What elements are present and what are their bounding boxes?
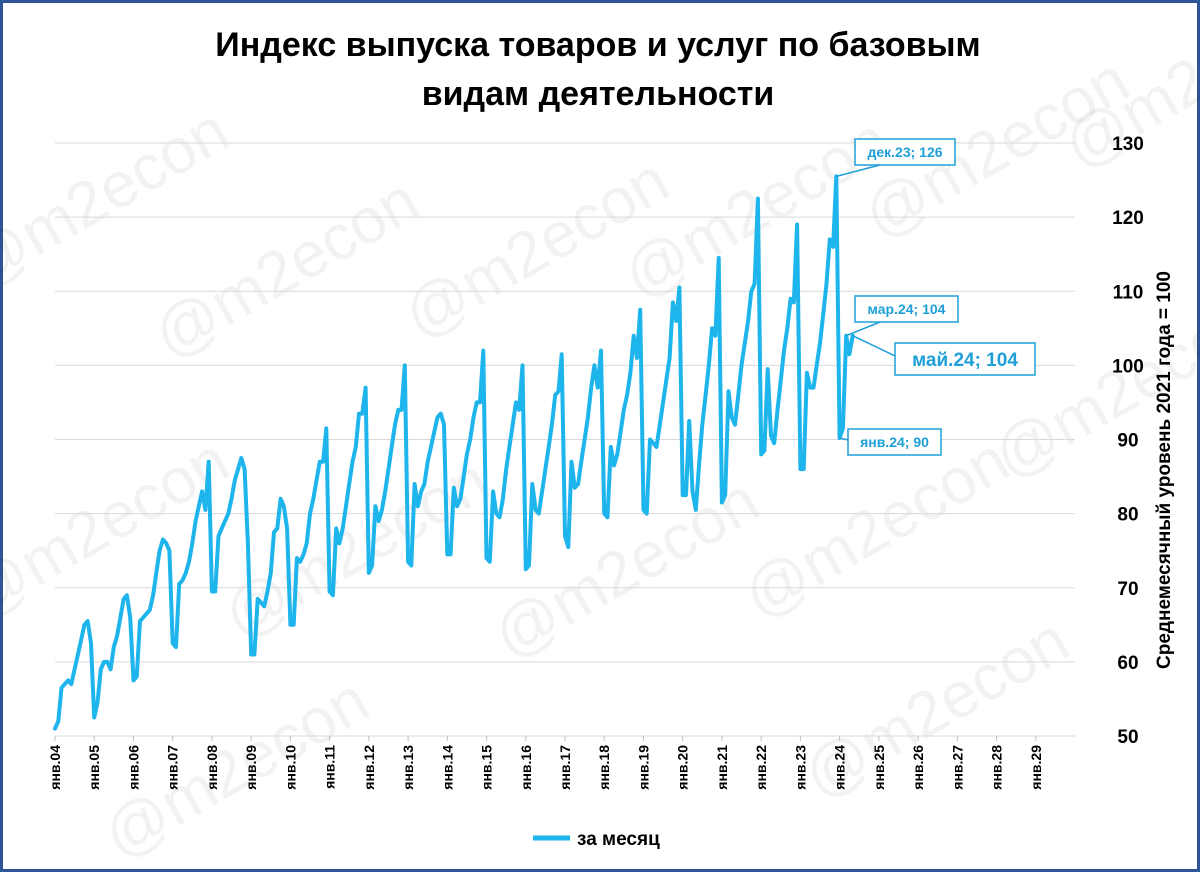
y-tick-label: 60 (1117, 653, 1138, 674)
watermark-text: @m2econ (0, 93, 240, 302)
chart-title-line-2: видам деятельности (422, 75, 775, 113)
annotation-label: май.24; 104 (912, 350, 1018, 371)
x-tick-label: янв.04 (47, 745, 63, 790)
x-tick-label: янв.22 (753, 745, 769, 790)
x-tick-label: янв.10 (282, 745, 298, 790)
x-tick-label: янв.24 (832, 745, 848, 790)
y-tick-label: 110 (1113, 282, 1144, 303)
y-tick-label: 80 (1117, 505, 1138, 526)
annotation-label: мар.24; 104 (868, 301, 946, 317)
y-tick-label: 130 (1112, 134, 1144, 155)
series-line-за-месяц (53, 174, 855, 731)
watermark-text: @m2econ (0, 423, 240, 632)
x-tick-label: янв.25 (871, 745, 887, 790)
x-tick-label: янв.29 (1028, 745, 1044, 790)
x-tick-label: янв.14 (439, 745, 455, 790)
watermark-text: @m2econ (141, 163, 430, 372)
x-tick-label: янв.12 (361, 745, 377, 790)
x-tick-label: янв.07 (165, 745, 181, 790)
chart-title-line-1: Индекс выпуска товаров и услуг по базовы… (215, 26, 980, 64)
legend: за месяц (533, 829, 660, 850)
x-tick-label: янв.19 (635, 745, 651, 790)
y-tick-label: 120 (1112, 208, 1144, 229)
x-tick-label: янв.18 (596, 745, 612, 790)
x-tick-label: янв.23 (792, 745, 808, 790)
x-tick-label: янв.06 (125, 745, 141, 790)
y-tick-label: 90 (1117, 431, 1138, 452)
x-tick-label: янв.21 (714, 745, 730, 790)
x-tick-label: янв.05 (86, 745, 102, 790)
x-tick-label: янв.17 (557, 745, 573, 790)
x-axis-ticks: янв.04 янв.05 янв.06 янв.07 янв.08 янв.09 янв.… (47, 735, 1075, 790)
x-tick-label: янв.08 (204, 745, 220, 790)
x-tick-label: янв.26 (910, 745, 926, 790)
x-tick-label: янв.13 (400, 745, 416, 790)
series-layer (53, 174, 855, 731)
annotations-layer: дек.23; 126 мар.24; 104 май.24; 104 янв.24;… (836, 138, 1036, 456)
x-tick-label: янв.28 (989, 745, 1005, 790)
annotation-label: дек.23; 126 (867, 144, 942, 160)
y-axis-label: Среднемесячный уровень 2021 года = 100 (1154, 271, 1175, 669)
annotation-leader (845, 321, 881, 337)
x-tick-label: янв.16 (518, 745, 534, 790)
x-tick-label: янв.15 (479, 745, 495, 790)
x-tick-label: янв.20 (675, 745, 691, 790)
annotation-leader (852, 335, 896, 357)
annotation-box (854, 295, 959, 323)
y-axis-ticks: 50 60 70 80 90 100 110 120 130 (1112, 134, 1144, 748)
y-tick-label: 50 (1117, 727, 1138, 748)
annotation-leader (839, 437, 849, 441)
y-tick-label: 70 (1117, 579, 1138, 600)
annotation-box (894, 342, 1036, 376)
x-tick-label: янв.27 (949, 745, 965, 790)
annotation-box (854, 138, 956, 166)
x-tick-label: янв.11 (322, 745, 338, 789)
annotation-label: янв.24; 90 (860, 434, 929, 450)
annotation-box (847, 428, 942, 456)
legend-label: за месяц (577, 829, 660, 850)
y-tick-label: 100 (1112, 356, 1144, 377)
annotation-leader (836, 164, 881, 178)
x-tick-label: янв.09 (243, 745, 259, 790)
